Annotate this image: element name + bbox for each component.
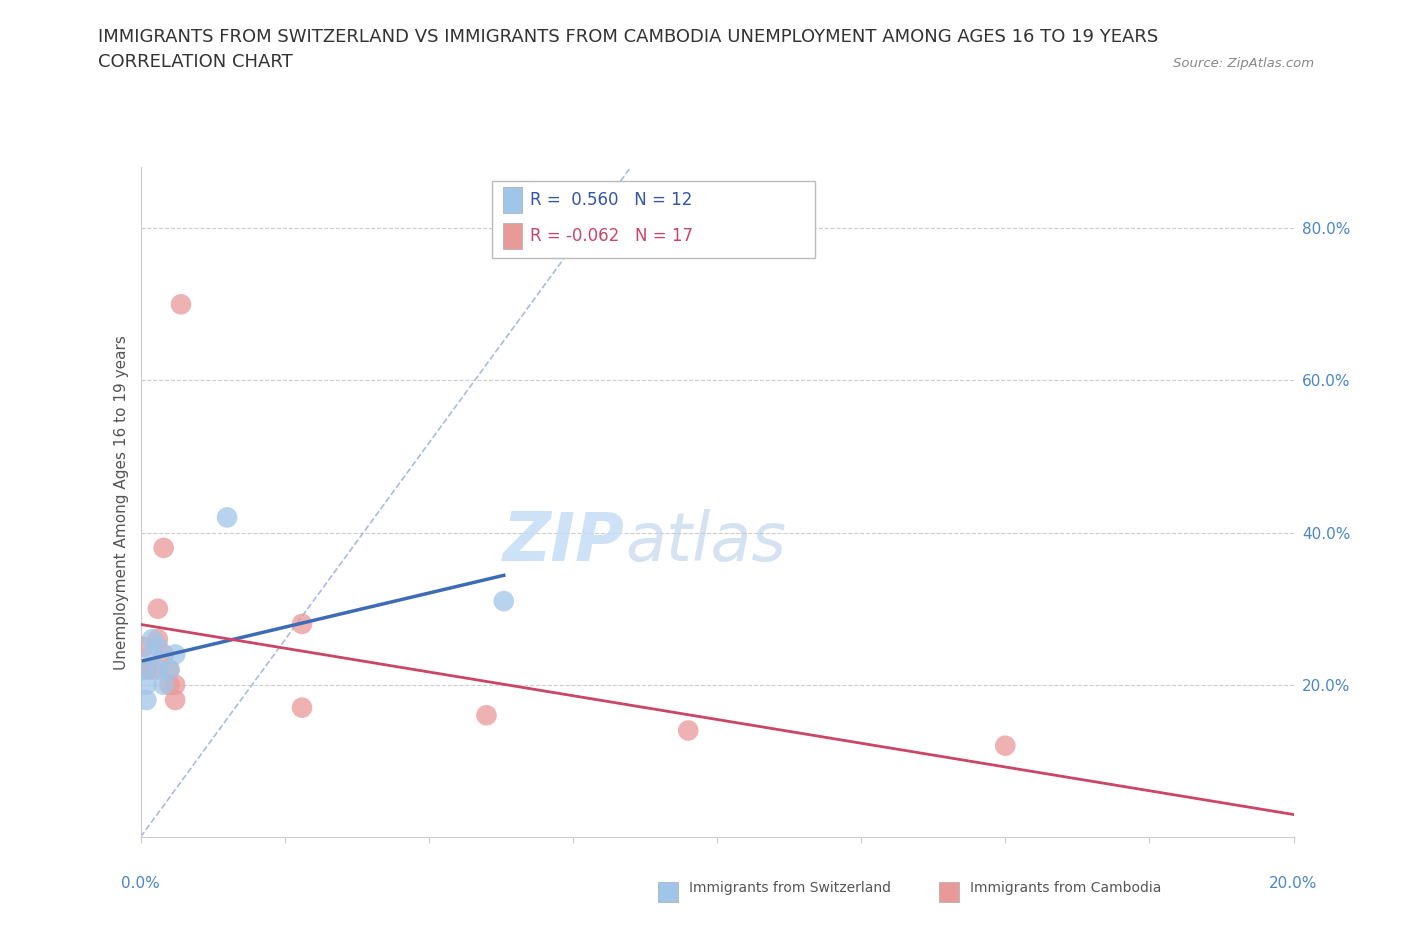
Point xyxy=(152,647,174,662)
Point xyxy=(146,602,169,617)
Text: Immigrants from Cambodia: Immigrants from Cambodia xyxy=(970,881,1161,895)
Text: Source: ZipAtlas.com: Source: ZipAtlas.com xyxy=(1174,57,1315,70)
Point xyxy=(678,723,700,737)
Point xyxy=(217,510,239,525)
Point xyxy=(291,617,314,631)
Text: 0.0%: 0.0% xyxy=(121,876,160,891)
Point xyxy=(165,693,187,708)
Point xyxy=(141,631,163,646)
Text: ZIP: ZIP xyxy=(503,510,624,576)
Point xyxy=(165,677,187,692)
Point xyxy=(492,593,515,608)
Point xyxy=(152,540,174,555)
Text: R = -0.062   N = 17: R = -0.062 N = 17 xyxy=(530,227,693,245)
Point xyxy=(291,700,314,715)
Point xyxy=(475,708,498,723)
Point xyxy=(146,631,169,646)
Text: 20.0%: 20.0% xyxy=(1270,876,1317,891)
Point xyxy=(170,297,193,312)
Point xyxy=(159,677,180,692)
Point xyxy=(135,677,157,692)
Text: Immigrants from Switzerland: Immigrants from Switzerland xyxy=(689,881,891,895)
Point xyxy=(146,639,169,654)
Text: CORRELATION CHART: CORRELATION CHART xyxy=(98,53,294,71)
Point xyxy=(135,662,157,677)
Text: R =  0.560   N = 12: R = 0.560 N = 12 xyxy=(530,191,693,209)
Point xyxy=(165,647,187,662)
Point xyxy=(159,662,180,677)
Point xyxy=(141,647,163,662)
Point xyxy=(994,738,1017,753)
Point xyxy=(132,639,155,654)
Point xyxy=(132,662,155,677)
Point xyxy=(159,662,180,677)
Point xyxy=(152,677,174,692)
Text: atlas: atlas xyxy=(624,510,786,576)
Y-axis label: Unemployment Among Ages 16 to 19 years: Unemployment Among Ages 16 to 19 years xyxy=(114,335,129,670)
Text: IMMIGRANTS FROM SWITZERLAND VS IMMIGRANTS FROM CAMBODIA UNEMPLOYMENT AMONG AGES : IMMIGRANTS FROM SWITZERLAND VS IMMIGRANT… xyxy=(98,28,1159,46)
Point xyxy=(141,662,163,677)
Point xyxy=(135,693,157,708)
Point xyxy=(146,662,169,677)
